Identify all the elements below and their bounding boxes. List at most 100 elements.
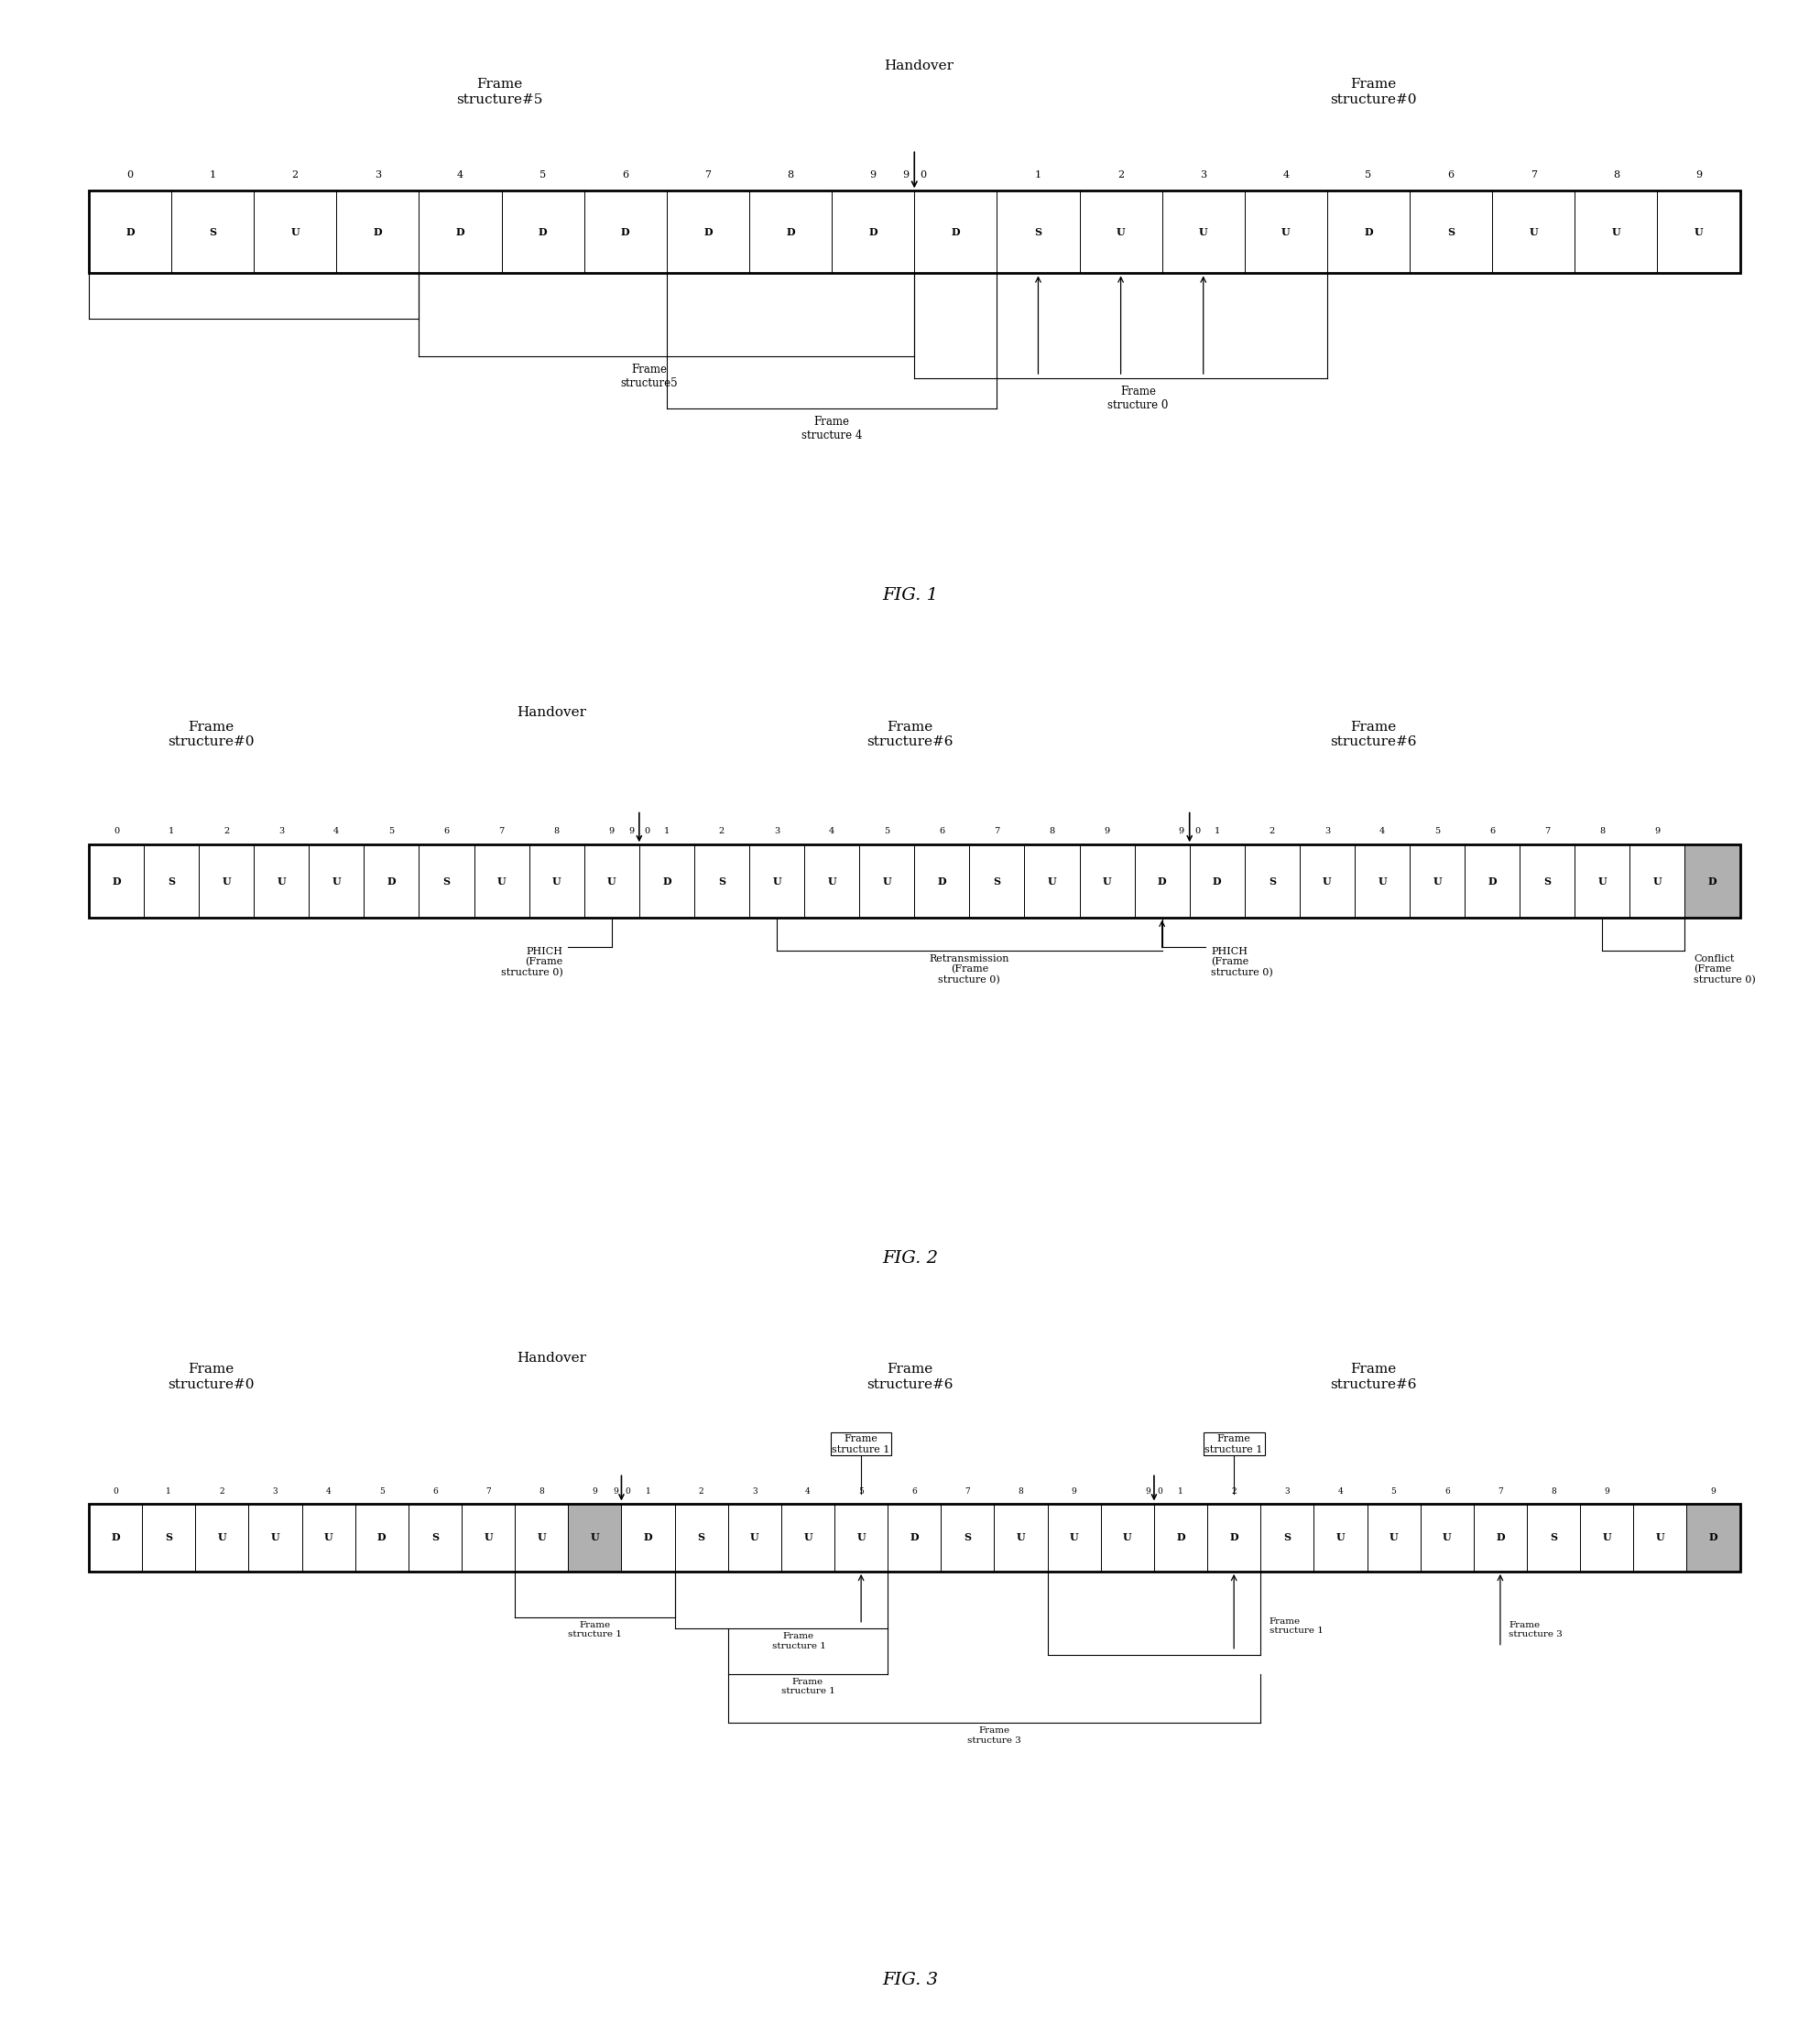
Bar (364, 845, 419, 918)
Text: U: U (1116, 228, 1125, 238)
Text: 0: 0 (919, 171, 926, 179)
Bar (1134, 845, 1190, 918)
Text: U: U (218, 1532, 226, 1543)
Bar (1299, 845, 1354, 918)
Text: U: U (1323, 875, 1332, 885)
Bar (941, 1504, 994, 1571)
Bar (171, 191, 255, 273)
Text: 4: 4 (828, 828, 835, 836)
Text: 9: 9 (628, 828, 633, 836)
Bar (462, 1504, 515, 1571)
Text: U: U (1694, 228, 1704, 238)
Bar (781, 1504, 835, 1571)
Bar (1580, 1504, 1633, 1571)
Text: 9: 9 (1711, 1488, 1716, 1496)
Text: U: U (1443, 1532, 1451, 1543)
Text: 7: 7 (499, 828, 504, 836)
Text: D: D (910, 1532, 919, 1543)
Text: U: U (772, 875, 781, 885)
Bar (1190, 845, 1245, 918)
Text: U: U (331, 875, 340, 885)
Text: D: D (1496, 1532, 1505, 1543)
Text: 9: 9 (903, 171, 910, 179)
Bar (914, 845, 970, 918)
Text: 0: 0 (624, 1488, 630, 1496)
Text: 8: 8 (788, 171, 794, 179)
Text: 4: 4 (1338, 1488, 1343, 1496)
Text: D: D (455, 228, 464, 238)
Bar (255, 845, 309, 918)
Bar (1048, 1504, 1101, 1571)
Text: D: D (1487, 875, 1496, 885)
Text: 3: 3 (774, 828, 779, 836)
Text: D: D (388, 875, 397, 885)
Text: 2: 2 (220, 1488, 224, 1496)
Text: Frame
structure 4: Frame structure 4 (801, 415, 863, 442)
Text: S: S (697, 1532, 704, 1543)
Text: S: S (1551, 1532, 1558, 1543)
Text: U: U (1123, 1532, 1132, 1543)
Text: S: S (1543, 875, 1551, 885)
Text: 7: 7 (1498, 1488, 1503, 1496)
Text: D: D (704, 228, 712, 238)
Text: Frame
structure 1: Frame structure 1 (1269, 1618, 1323, 1634)
Bar (804, 845, 859, 918)
Bar (1474, 1504, 1527, 1571)
Text: Frame
structure#6: Frame structure#6 (866, 720, 954, 749)
Text: 4: 4 (326, 1488, 331, 1496)
Text: 4: 4 (333, 828, 339, 836)
Bar (1101, 1504, 1154, 1571)
Text: U: U (1199, 228, 1208, 238)
Text: 7: 7 (1531, 171, 1536, 179)
Text: D: D (111, 875, 120, 885)
Text: 9: 9 (1105, 828, 1110, 836)
Text: 3: 3 (375, 171, 380, 179)
Bar (1527, 1504, 1580, 1571)
Text: 8: 8 (1048, 828, 1056, 836)
Text: 4: 4 (1283, 171, 1289, 179)
Text: PHICH
(Frame
structure 0): PHICH (Frame structure 0) (501, 946, 562, 977)
Text: 8: 8 (1613, 171, 1620, 179)
Text: D: D (1212, 875, 1221, 885)
Text: D: D (1707, 875, 1716, 885)
Text: Frame
structure 1: Frame structure 1 (568, 1620, 622, 1638)
Text: 5: 5 (1434, 828, 1440, 836)
Text: D: D (952, 228, 961, 238)
Bar (419, 845, 473, 918)
Text: 4: 4 (457, 171, 464, 179)
Text: Frame
structure#0: Frame structure#0 (167, 720, 255, 749)
Text: S: S (209, 228, 217, 238)
Bar (1367, 1504, 1420, 1571)
Text: D: D (786, 228, 795, 238)
Bar (1658, 191, 1740, 273)
Bar (584, 845, 639, 918)
Text: 6: 6 (433, 1488, 437, 1496)
Text: U: U (1529, 228, 1538, 238)
Text: 9: 9 (1072, 1488, 1077, 1496)
Text: S: S (719, 875, 726, 885)
Text: 5: 5 (1390, 1488, 1396, 1496)
Text: U: U (828, 875, 835, 885)
Text: 9: 9 (870, 171, 877, 179)
Text: 9: 9 (610, 828, 615, 836)
Text: 6: 6 (622, 171, 628, 179)
Text: 8: 8 (1600, 828, 1605, 836)
Bar (584, 191, 666, 273)
Text: 2: 2 (699, 1488, 704, 1496)
Text: 3: 3 (752, 1488, 757, 1496)
Text: 0: 0 (1194, 828, 1201, 836)
Text: 9: 9 (592, 1488, 597, 1496)
Text: D: D (1176, 1532, 1185, 1543)
Text: D: D (621, 228, 630, 238)
Text: Frame
structure#5: Frame structure#5 (457, 77, 542, 106)
Bar (355, 1504, 408, 1571)
Bar (994, 1504, 1048, 1571)
Text: 2: 2 (1232, 1488, 1236, 1496)
Text: FIG. 1: FIG. 1 (883, 586, 937, 604)
Bar (1207, 1504, 1261, 1571)
Bar (89, 191, 171, 273)
Text: 9: 9 (1654, 828, 1660, 836)
Bar (1492, 191, 1574, 273)
Bar (997, 191, 1079, 273)
Text: 7: 7 (486, 1488, 491, 1496)
